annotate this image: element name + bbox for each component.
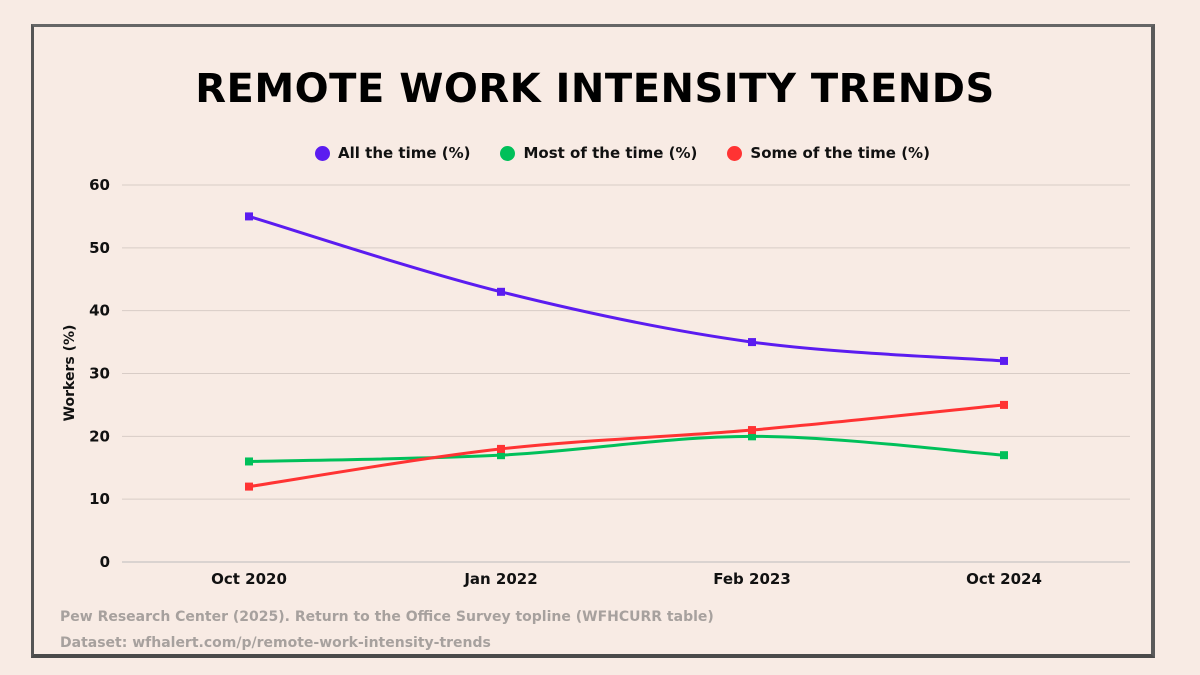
chart-title: REMOTE WORK INTENSITY TRENDS — [195, 66, 995, 112]
data-point — [1000, 356, 1008, 365]
legend-label: Most of the time (%) — [523, 144, 698, 162]
data-point — [1000, 451, 1008, 460]
legend-label: All the time (%) — [338, 144, 471, 162]
x-tick-label: Jan 2022 — [463, 570, 537, 588]
data-point — [497, 287, 505, 296]
legend: All the time (%) Most of the time (%) Some… — [0, 144, 1200, 162]
chart-frame — [31, 24, 1155, 658]
legend-label: Some of the time (%) — [750, 144, 930, 162]
legend-item: Most of the time (%) — [500, 144, 697, 162]
y-tick-label: 60 — [89, 176, 110, 194]
data-point — [245, 457, 253, 466]
y-tick-label: 40 — [89, 302, 110, 320]
data-point — [748, 432, 756, 441]
data-point — [497, 444, 505, 453]
data-point — [1000, 400, 1008, 409]
y-tick-label: 50 — [89, 239, 110, 257]
y-tick-label: 30 — [89, 365, 110, 383]
legend-dot-icon — [727, 145, 743, 161]
data-point — [245, 482, 253, 491]
y-tick-label: 10 — [89, 490, 110, 508]
legend-dot-icon — [315, 145, 331, 161]
data-point — [245, 212, 253, 221]
x-tick-label: Feb 2023 — [713, 570, 791, 588]
legend-dot-icon — [500, 145, 516, 161]
y-tick-label: 0 — [100, 553, 110, 571]
data-point — [748, 338, 756, 347]
series-line — [248, 214, 1005, 363]
y-axis-label: Workers (%) — [62, 325, 78, 422]
series-line — [248, 403, 1005, 489]
data-point — [748, 426, 756, 435]
series-line — [248, 434, 1005, 463]
x-tick-label: Oct 2024 — [966, 570, 1042, 588]
legend-item: Some of the time (%) — [727, 144, 930, 162]
data-point — [497, 451, 505, 460]
legend-item: All the time (%) — [315, 144, 470, 162]
dataset-link: Dataset: wfhalert.com/p/remote-work-inte… — [60, 635, 491, 651]
y-tick-label: 20 — [89, 427, 110, 445]
source-note: Pew Research Center (2025). Return to th… — [60, 609, 714, 625]
x-tick-label: Oct 2020 — [211, 570, 287, 588]
